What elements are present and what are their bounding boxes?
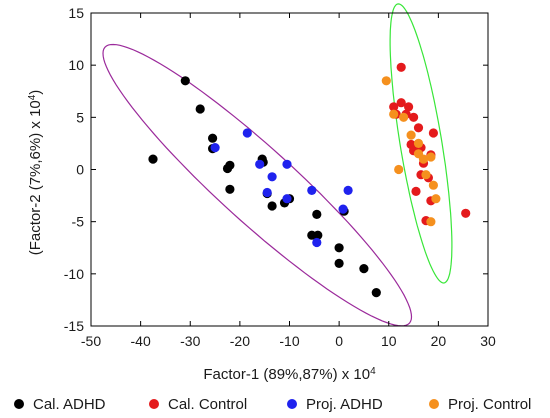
y-axis-title-tail: ) — [27, 90, 44, 95]
x-tick-label-3: -30 — [180, 333, 200, 349]
series-4-point-3 — [399, 112, 409, 122]
series-3-point-6 — [282, 194, 292, 204]
series-2-point-16 — [428, 128, 438, 138]
series-3-point-9 — [338, 204, 348, 214]
y-tick-label-5: 5 — [76, 109, 84, 125]
legend-label-4: Proj. Control — [448, 396, 531, 413]
x-tick-label-2: -40 — [131, 333, 151, 349]
y-tick-label-6: 10 — [68, 57, 84, 73]
series-3-point-7 — [307, 185, 317, 195]
series-1-point-19 — [334, 258, 344, 268]
series-1-point-12 — [267, 201, 277, 211]
plot-area — [102, 3, 471, 327]
series-2-point-3 — [396, 98, 406, 108]
y-axis-title-text: (Factor-2 (7%,6%) x 10 — [27, 100, 44, 255]
series-4-point-4 — [406, 130, 416, 140]
series-4-point-9 — [421, 170, 431, 180]
series-4-point-10 — [428, 180, 438, 190]
series-3-point-8 — [343, 185, 353, 195]
series-1-point-2 — [180, 76, 190, 86]
legend-label-2: Cal. Control — [168, 396, 247, 413]
x-tick-label-4: -20 — [230, 333, 250, 349]
x-tick-label-9: 30 — [480, 333, 496, 349]
series-4-point-2 — [389, 109, 399, 119]
legend: Cal. ADHD Cal. Control Proj. ADHD Proj. Con… — [14, 396, 531, 413]
series-2-point-7 — [409, 112, 419, 122]
series-1-point-8 — [225, 184, 235, 194]
series-2-point-4 — [404, 102, 414, 112]
series-1-point-16 — [312, 209, 322, 219]
series-3-point-5 — [267, 172, 277, 182]
series-1-point-1 — [148, 154, 158, 164]
legend-marker-3 — [287, 399, 297, 409]
series-4-point-13 — [394, 164, 404, 175]
series-2-point-20 — [461, 208, 471, 218]
legend-marker-1 — [14, 399, 24, 409]
y-tick-label-1: -15 — [64, 318, 84, 334]
x-tick-label-7: 10 — [381, 333, 397, 349]
y-tick-label-7: 15 — [68, 5, 84, 21]
x-tick-label-6: 0 — [335, 333, 343, 349]
x-tick-label-5: -10 — [279, 333, 299, 349]
series-1-point-7 — [225, 160, 235, 170]
series-2-point-2 — [389, 102, 399, 112]
legend-label-3: Proj. ADHD — [306, 396, 383, 413]
y-tick-label-2: -10 — [64, 266, 84, 282]
x-axis-title-superscript: 4 — [370, 366, 376, 377]
series-3-point-3 — [255, 159, 265, 169]
series-1-point-3 — [195, 104, 205, 114]
series-4-point-1 — [381, 76, 391, 86]
y-tick-label-3: -5 — [72, 214, 85, 230]
series-1-point-17 — [313, 230, 323, 240]
y-tick-label-4: 0 — [76, 162, 84, 178]
series-2-point-8 — [413, 123, 424, 133]
series-3-point-10 — [312, 237, 322, 248]
series-4-point-11 — [431, 194, 441, 204]
legend-label-1: Cal. ADHD — [33, 396, 106, 413]
series-4-point-12 — [426, 217, 436, 227]
series-1-point-4 — [208, 133, 218, 143]
series-1-point-22 — [371, 288, 381, 298]
legend-marker-4 — [429, 399, 439, 409]
series-2-point-1 — [396, 62, 406, 72]
plot-frame — [90, 12, 489, 327]
x-tick-label-8: 20 — [431, 333, 447, 349]
series-3-point-11 — [262, 187, 272, 198]
series-3-point-4 — [282, 159, 292, 169]
x-tick-label-1: -50 — [81, 333, 101, 349]
series-1-point-18 — [334, 243, 344, 253]
series-3-point-1 — [242, 128, 252, 138]
series-2-point-17 — [411, 186, 421, 196]
series-3-point-2 — [210, 143, 220, 153]
y-axis-title: (Factor-2 (7%,6%) x 104) — [27, 90, 45, 256]
y-axis-title-superscript: 4 — [27, 94, 38, 100]
x-axis-title-text: Factor-1 (89%,87%) x 10 — [203, 366, 370, 383]
series-1-point-21 — [359, 264, 369, 274]
x-axis-title: Factor-1 (89%,87%) x 104 — [203, 366, 376, 384]
confidence-ellipse-2 — [389, 3, 453, 284]
legend-marker-2 — [149, 399, 159, 409]
series-4-point-5 — [413, 138, 424, 148]
series-4-point-8 — [426, 152, 436, 162]
confidence-ellipse-1 — [102, 43, 413, 327]
series-4-point-7 — [418, 154, 429, 164]
